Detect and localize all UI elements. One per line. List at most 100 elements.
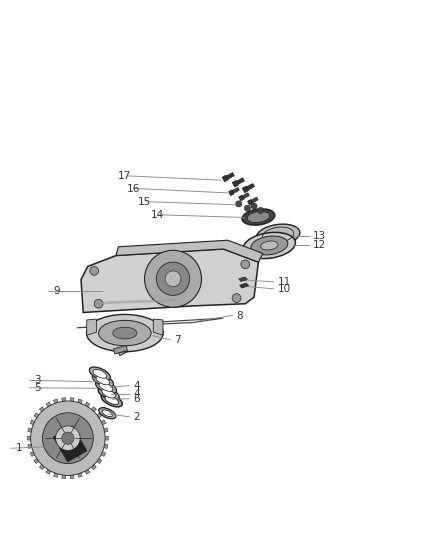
Text: 7: 7 [174,335,181,345]
Ellipse shape [92,374,113,387]
Polygon shape [87,319,96,335]
Polygon shape [62,398,66,402]
Polygon shape [62,474,66,479]
Polygon shape [34,458,40,464]
Ellipse shape [102,410,113,417]
Circle shape [258,207,264,214]
Polygon shape [96,413,102,418]
Text: 4: 4 [134,381,140,391]
Text: 4: 4 [134,389,140,399]
Polygon shape [232,180,239,187]
Circle shape [232,294,241,302]
Circle shape [236,201,242,207]
Polygon shape [53,472,58,478]
Ellipse shape [96,376,110,385]
Polygon shape [240,193,249,200]
Text: 11: 11 [278,277,291,287]
Ellipse shape [247,212,270,223]
Ellipse shape [86,314,163,352]
Ellipse shape [113,327,137,339]
Polygon shape [222,175,229,182]
Polygon shape [46,402,51,408]
Ellipse shape [89,367,110,381]
Polygon shape [81,249,258,312]
Ellipse shape [99,383,113,391]
Text: 13: 13 [313,231,326,241]
Circle shape [145,251,201,307]
Polygon shape [39,464,45,470]
Ellipse shape [95,380,117,394]
Ellipse shape [99,320,151,346]
Polygon shape [233,178,244,186]
Circle shape [42,413,93,464]
Polygon shape [239,277,247,281]
Polygon shape [70,474,74,479]
Polygon shape [243,183,254,192]
Ellipse shape [261,241,278,250]
Circle shape [165,271,181,287]
Polygon shape [85,402,90,408]
Polygon shape [230,188,239,195]
Circle shape [56,426,80,450]
Ellipse shape [242,209,275,225]
Polygon shape [53,426,87,462]
Polygon shape [46,469,51,474]
Polygon shape [100,451,106,456]
Text: 10: 10 [278,284,291,294]
Text: 9: 9 [53,286,60,296]
Ellipse shape [93,369,107,378]
Polygon shape [28,428,33,432]
Text: 6: 6 [134,394,140,404]
Circle shape [90,266,99,275]
Polygon shape [247,199,253,205]
Circle shape [156,262,190,295]
Text: 1: 1 [15,443,22,453]
Polygon shape [85,469,90,474]
Ellipse shape [105,395,119,405]
Polygon shape [100,420,106,425]
Polygon shape [103,428,108,432]
Ellipse shape [101,393,122,407]
Text: 15: 15 [138,197,151,207]
Polygon shape [78,472,82,478]
Polygon shape [27,437,32,440]
Ellipse shape [99,408,116,419]
Polygon shape [34,413,40,418]
Ellipse shape [98,387,119,400]
Polygon shape [242,186,249,193]
Polygon shape [53,399,58,405]
Text: 17: 17 [118,171,131,181]
Text: 8: 8 [237,311,243,320]
Circle shape [62,432,74,445]
Text: 16: 16 [127,183,140,193]
Text: 3: 3 [34,375,41,385]
Polygon shape [96,458,102,464]
Polygon shape [30,420,35,425]
Polygon shape [91,407,96,413]
Ellipse shape [251,236,288,255]
Polygon shape [248,197,258,205]
Circle shape [251,203,257,209]
Ellipse shape [243,232,296,259]
Ellipse shape [256,224,300,246]
Polygon shape [116,240,263,262]
Circle shape [244,205,251,211]
Polygon shape [223,173,234,181]
Text: 14: 14 [151,210,164,220]
Text: 2: 2 [134,411,140,422]
Polygon shape [91,464,96,470]
Polygon shape [28,444,33,448]
Polygon shape [30,451,35,456]
Polygon shape [78,399,82,405]
Circle shape [94,300,103,308]
Circle shape [31,401,105,475]
Circle shape [241,260,250,269]
Polygon shape [113,345,127,354]
Polygon shape [240,283,249,288]
Polygon shape [77,318,223,328]
Text: 12: 12 [313,240,326,251]
Ellipse shape [102,389,116,398]
Polygon shape [153,319,163,335]
Text: 5: 5 [34,383,41,393]
Polygon shape [70,398,74,402]
